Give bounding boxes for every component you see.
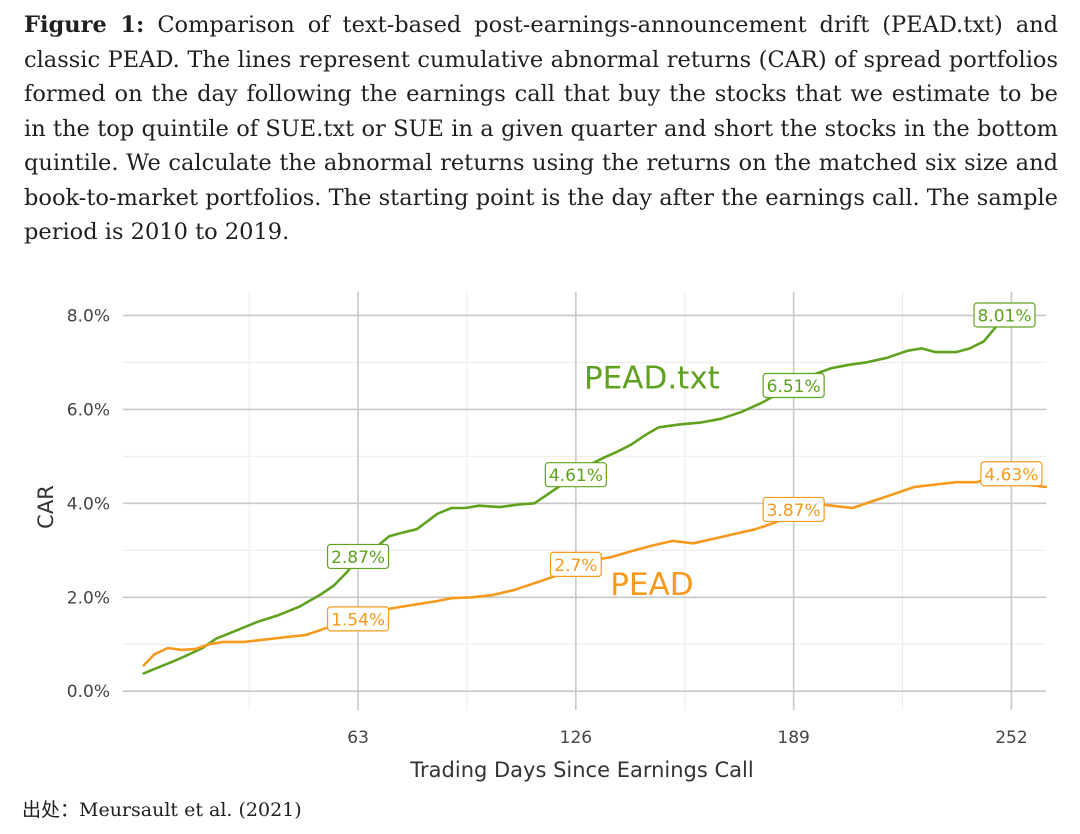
data-label: 4.63% <box>980 461 1043 487</box>
axis-layer: 63 126 189 252 0.0% 2.0% 4.0% 6.0% 8.0% <box>67 306 1028 748</box>
data-label-text: 3.87% <box>767 501 821 521</box>
data-label: 2.87% <box>326 543 390 570</box>
data-label: 1.54% <box>326 606 390 632</box>
x-tick-label: 126 <box>560 728 592 748</box>
data-label: 4.61% <box>544 462 607 488</box>
data-label: 3.87% <box>762 496 825 523</box>
series-line <box>142 313 1006 675</box>
data-label: 8.01% <box>973 302 1036 328</box>
data-label-box <box>326 543 390 570</box>
x-tick-label: 63 <box>347 728 369 748</box>
data-label-text: 2.7% <box>554 556 597 576</box>
data-label-box <box>326 606 390 632</box>
figure-caption-text: Comparison of text-based post-earnings-a… <box>24 12 1059 245</box>
data-label-box <box>980 461 1043 487</box>
grid-minor <box>123 292 1046 710</box>
data-label-text: 6.51% <box>767 377 821 397</box>
annotation-layer: 2.87% 4.61% 6.51% 8.01% 1.54% 2.7% 3.87% 4.63% P… <box>326 302 1043 632</box>
series-label: PEAD <box>610 567 693 603</box>
y-tick-label: 0.0% <box>67 682 110 702</box>
y-tick-label: 4.0% <box>67 494 110 514</box>
data-label-box <box>973 302 1036 328</box>
x-tick-label: 189 <box>777 728 809 748</box>
data-label-text: 4.63% <box>984 465 1038 485</box>
series-label: PEAD.txt <box>584 360 720 396</box>
x-tick-label: 252 <box>995 728 1027 748</box>
y-tick-label: 2.0% <box>67 588 110 608</box>
figure-caption: Figure 1: Comparison of text-based post-… <box>24 8 1058 250</box>
y-tick-label: 6.0% <box>67 400 110 420</box>
data-label-text: 2.87% <box>331 548 385 568</box>
car-line-chart: 2.87% 4.61% 6.51% 8.01% 1.54% 2.7% 3.87% 4.63% P… <box>34 292 1048 782</box>
source-note: 出处：Meursault et al. (2021) <box>22 799 302 821</box>
data-label-text: 1.54% <box>331 610 385 630</box>
y-tick-label: 8.0% <box>67 306 110 326</box>
data-label-text: 4.61% <box>549 466 603 486</box>
data-label-box <box>544 462 607 488</box>
data-label-box <box>762 372 825 399</box>
x-axis-label: Trading Days Since Earnings Call <box>409 758 753 782</box>
data-label: 6.51% <box>762 372 825 399</box>
y-axis-label: CAR <box>34 485 58 529</box>
grid-major <box>123 292 1046 710</box>
data-label: 2.7% <box>549 551 602 578</box>
data-label-box <box>549 551 602 578</box>
data-label-box <box>762 496 825 523</box>
figure-caption-lead: Figure 1: <box>24 12 145 38</box>
data-label-text: 8.01% <box>978 307 1032 327</box>
